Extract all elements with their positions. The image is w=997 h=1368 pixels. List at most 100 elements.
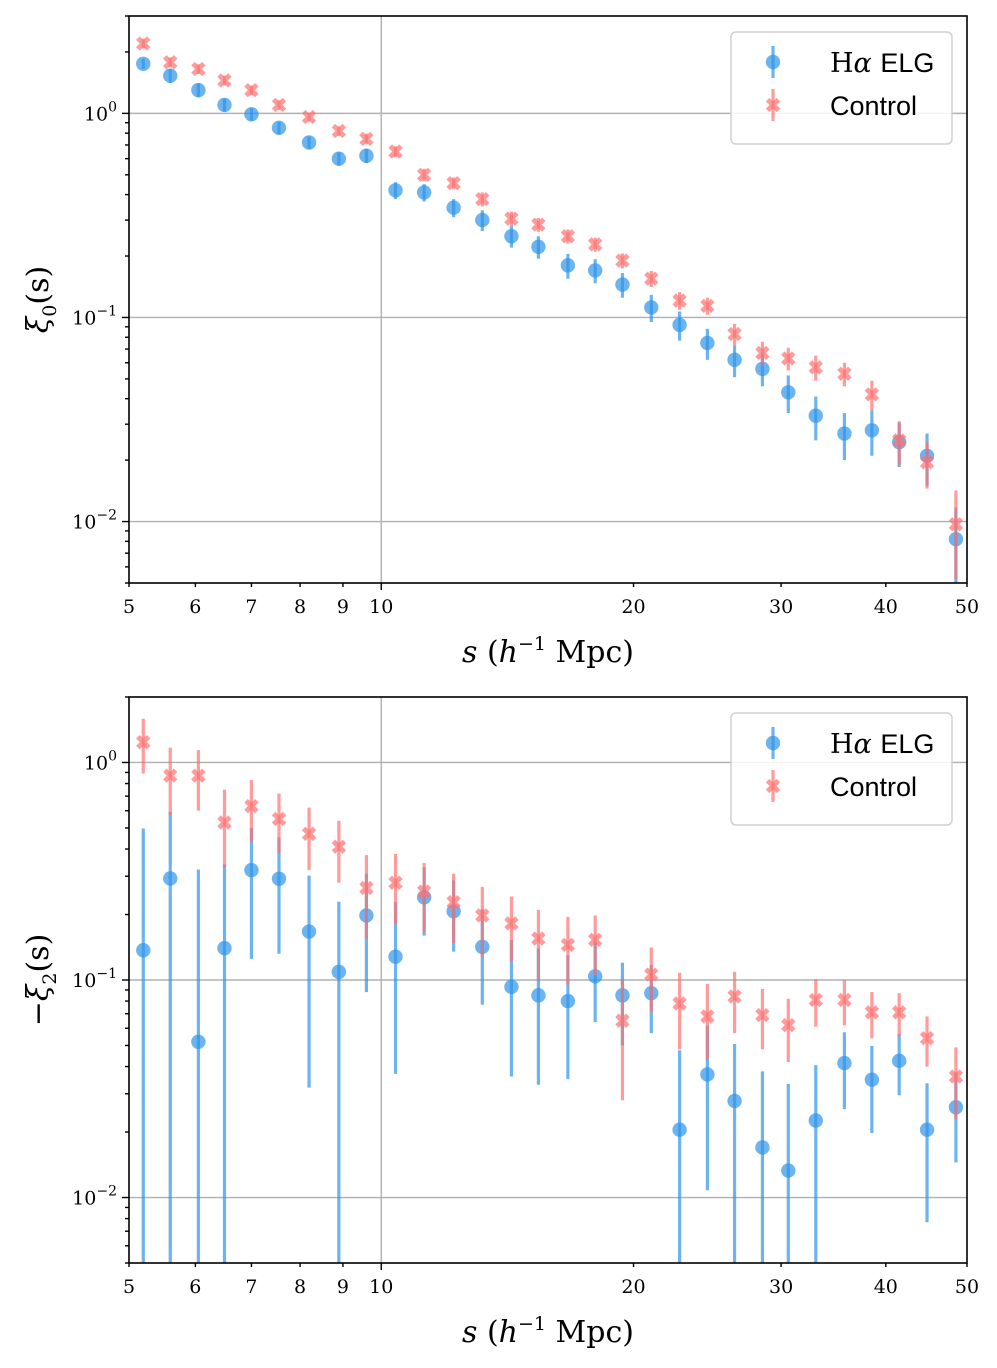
data-point bbox=[136, 56, 151, 71]
legend-label: Control bbox=[830, 772, 917, 802]
y-tick-label: 100 bbox=[84, 748, 117, 774]
data-point bbox=[163, 68, 178, 83]
data-point bbox=[700, 335, 715, 351]
data-point bbox=[136, 943, 151, 958]
data-point bbox=[588, 237, 603, 252]
y-tick-exp: 0 bbox=[108, 99, 117, 115]
data-point bbox=[416, 167, 432, 182]
series-control bbox=[136, 36, 964, 580]
data-point bbox=[504, 979, 519, 995]
data-point bbox=[755, 345, 770, 361]
y-tick-label: 100 bbox=[84, 99, 117, 125]
x-tick-label: 8 bbox=[294, 1276, 306, 1298]
x-tick-label: 10 bbox=[369, 1276, 393, 1298]
data-point bbox=[217, 97, 232, 113]
x-label-unit: Mpc bbox=[546, 635, 622, 670]
x-tick-label: 9 bbox=[337, 1276, 349, 1298]
x-tick-label: 40 bbox=[874, 1276, 898, 1298]
data-point bbox=[388, 183, 403, 198]
data-point bbox=[446, 894, 461, 910]
data-point bbox=[644, 967, 659, 982]
y-ticks bbox=[122, 696, 129, 1264]
data-point bbox=[700, 298, 715, 314]
y-tick-base: 10 bbox=[84, 752, 108, 774]
data-point bbox=[644, 271, 659, 286]
data-point bbox=[244, 798, 259, 814]
x-label-close: ) bbox=[622, 635, 634, 670]
x-label-exp: −1 bbox=[518, 1313, 546, 1335]
x-tick-label: 5 bbox=[123, 1276, 135, 1298]
data-point bbox=[755, 1140, 770, 1155]
x-tick-label: 8 bbox=[294, 596, 306, 618]
data-point bbox=[560, 258, 576, 273]
legend-name: Control bbox=[830, 91, 917, 121]
data-point bbox=[163, 55, 178, 70]
data-point bbox=[475, 212, 490, 228]
data-point bbox=[727, 352, 742, 368]
data-point bbox=[919, 455, 935, 470]
y-tick-exp: 0 bbox=[108, 748, 117, 764]
data-point bbox=[755, 1007, 770, 1023]
data-point bbox=[560, 937, 576, 953]
data-point bbox=[837, 426, 852, 441]
data-point bbox=[301, 135, 317, 150]
data-point bbox=[416, 884, 432, 899]
x-tick-label: 20 bbox=[621, 596, 645, 618]
x-tick-label: 7 bbox=[245, 1276, 257, 1298]
data-point bbox=[531, 217, 546, 232]
data-point bbox=[781, 1017, 796, 1033]
plot-area bbox=[136, 36, 964, 583]
legend-marker bbox=[765, 54, 781, 70]
data-point bbox=[301, 826, 317, 841]
data-point bbox=[475, 908, 490, 923]
data-point bbox=[359, 131, 374, 147]
data-point bbox=[892, 433, 907, 448]
data-point bbox=[301, 924, 317, 939]
series-control bbox=[136, 718, 964, 1119]
legend-marker bbox=[765, 735, 781, 751]
legend-prefix-h: H bbox=[830, 48, 854, 79]
data-point bbox=[301, 109, 317, 125]
legend-prefix-alpha: α bbox=[854, 729, 881, 760]
data-point bbox=[587, 969, 603, 984]
y-axis-label: −ξ2(s) bbox=[21, 934, 61, 1027]
legend-prefix-h: H bbox=[830, 729, 854, 760]
x-tick-label: 9 bbox=[337, 596, 349, 618]
legend-label: Hα ELG bbox=[830, 48, 934, 79]
data-point bbox=[672, 293, 687, 308]
data-point bbox=[388, 949, 403, 964]
y-tick-label: 10−2 bbox=[72, 508, 117, 534]
data-point bbox=[359, 880, 374, 896]
data-point bbox=[191, 61, 206, 77]
data-point bbox=[163, 768, 178, 783]
x-label-exp: −1 bbox=[518, 633, 546, 655]
data-point bbox=[892, 1005, 907, 1020]
data-point bbox=[388, 875, 403, 890]
x-tick-label: 40 bbox=[874, 596, 898, 618]
data-point bbox=[727, 1093, 742, 1109]
data-point bbox=[271, 811, 287, 827]
data-point bbox=[727, 326, 742, 342]
legend-name: ELG bbox=[880, 729, 934, 759]
data-point bbox=[672, 996, 687, 1011]
x-axis-label: s (h−1 Mpc) bbox=[462, 633, 634, 670]
data-point bbox=[217, 941, 232, 956]
x-label-close: ) bbox=[622, 1315, 634, 1350]
data-point bbox=[416, 185, 432, 200]
y-tick-exp: −2 bbox=[96, 1184, 117, 1200]
data-point bbox=[588, 932, 603, 947]
data-point bbox=[217, 73, 232, 88]
legend: Hα ELG Control bbox=[730, 31, 953, 145]
data-point bbox=[331, 964, 347, 980]
data-point bbox=[672, 317, 687, 333]
data-point bbox=[672, 1122, 687, 1137]
data-point bbox=[191, 1034, 206, 1049]
x-tick-label: 6 bbox=[189, 1276, 201, 1298]
x-tick-label: 30 bbox=[769, 596, 793, 618]
legend-marker bbox=[765, 778, 781, 794]
data-point bbox=[755, 361, 770, 377]
data-point bbox=[504, 211, 519, 226]
data-point bbox=[136, 734, 151, 750]
data-point bbox=[727, 989, 742, 1004]
